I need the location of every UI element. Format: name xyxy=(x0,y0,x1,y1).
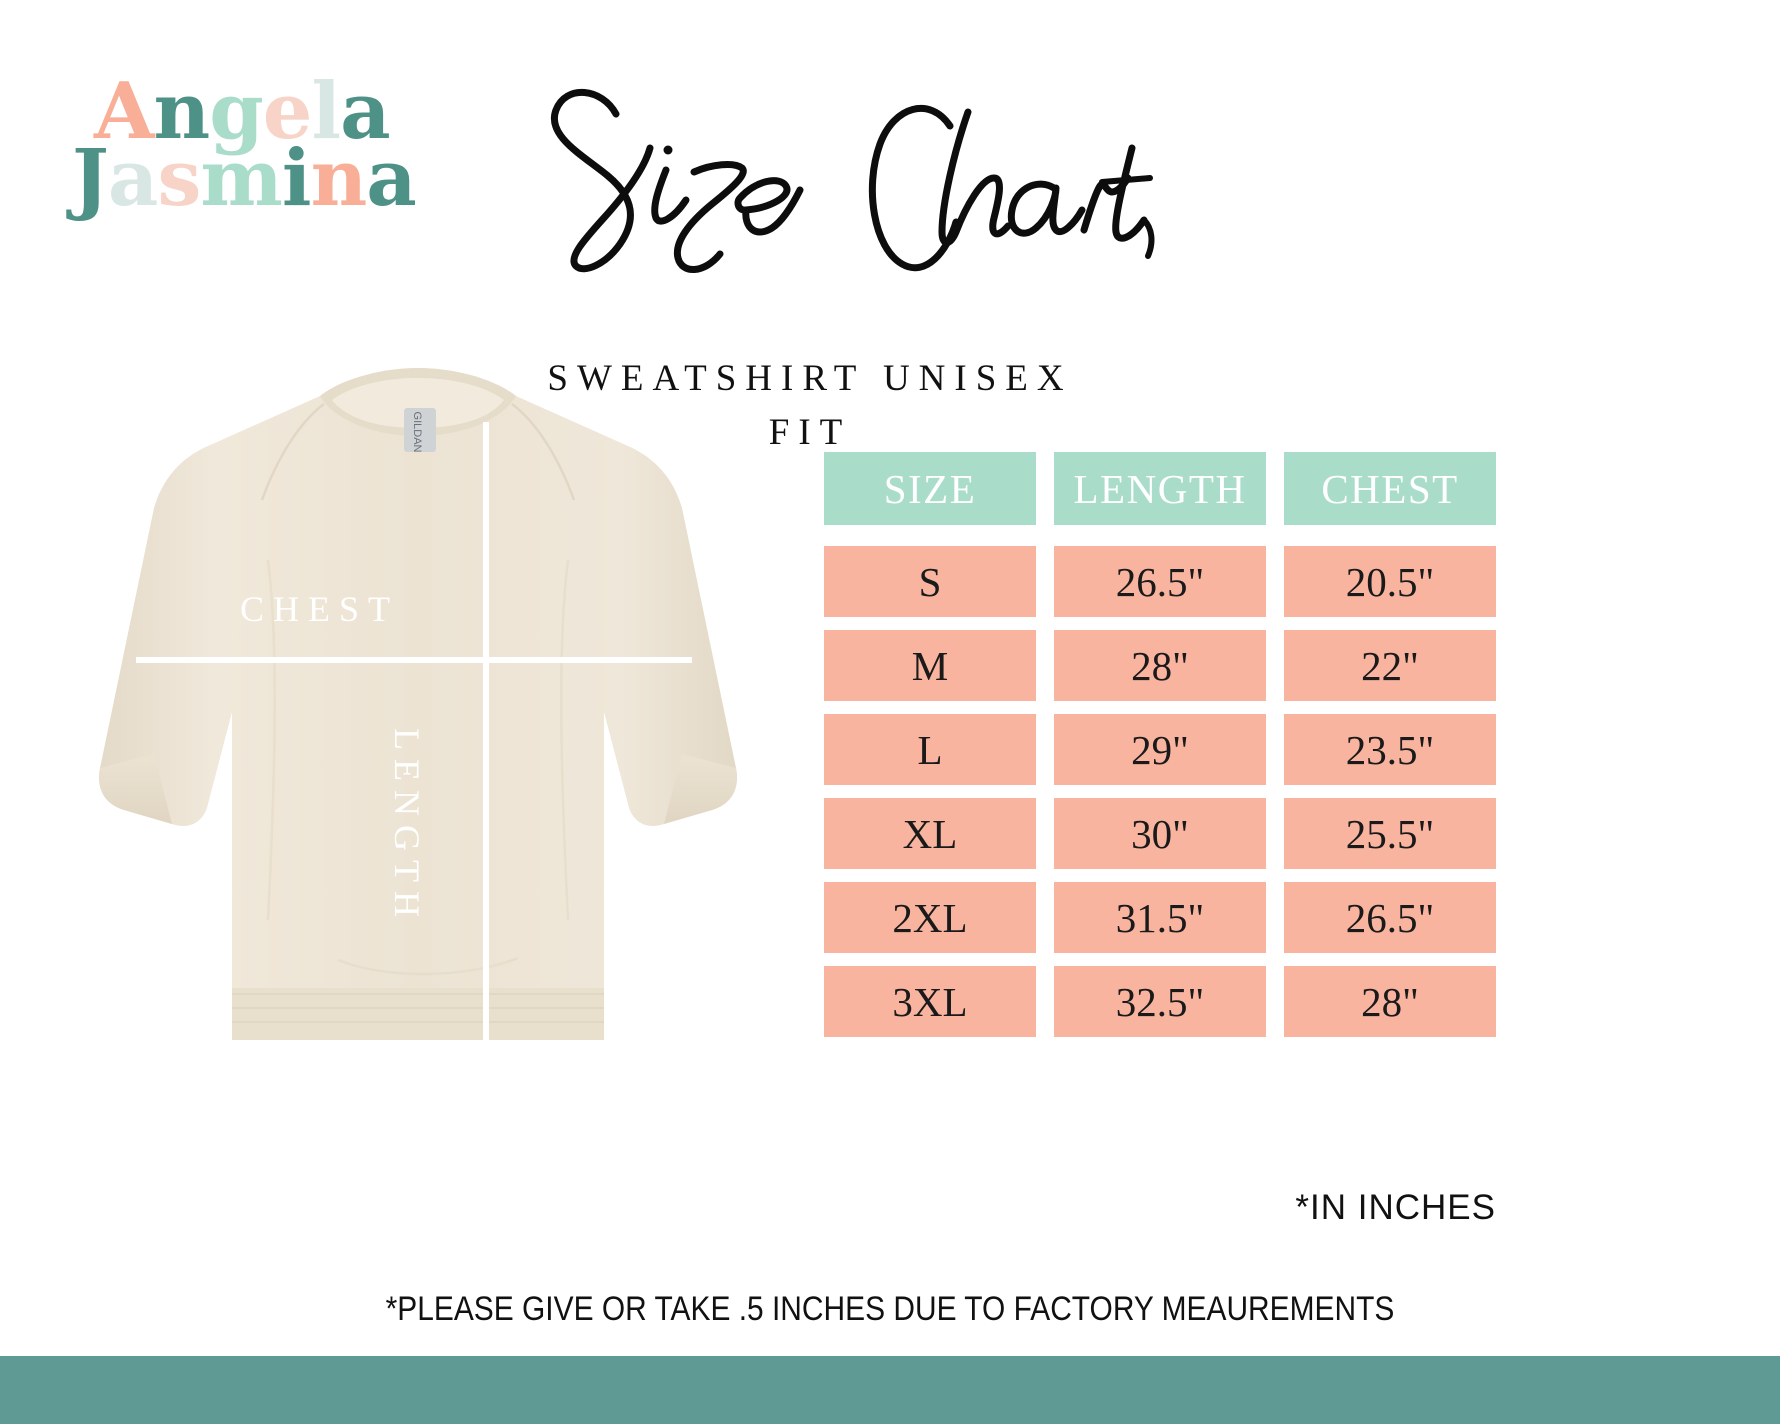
cell-length: 29" xyxy=(1054,714,1266,785)
table-row: M 28" 22" xyxy=(824,630,1496,701)
table-row: XL 30" 25.5" xyxy=(824,798,1496,869)
brand-letter: m xyxy=(200,133,283,225)
garment-illustration: GILDAN CHEST LENGTH xyxy=(88,360,748,1120)
brand-logo: Angela Jasmina xyxy=(72,66,492,225)
cell-size: S xyxy=(824,546,1036,617)
brand-logo-line-2: Jasmina xyxy=(72,133,417,225)
cell-size: XL xyxy=(824,798,1036,869)
page-title xyxy=(498,52,1158,322)
column-header-chest: CHEST xyxy=(1284,452,1496,525)
brand-letter: J xyxy=(72,133,109,225)
brand-letter: n xyxy=(153,66,211,157)
cell-chest: 26.5" xyxy=(1284,882,1496,953)
svg-text:GILDAN: GILDAN xyxy=(411,412,423,453)
table-row: S 26.5" 20.5" xyxy=(824,546,1496,617)
garment-chest-label: CHEST xyxy=(240,589,400,629)
column-header-length: LENGTH xyxy=(1054,452,1266,525)
cell-length: 32.5" xyxy=(1054,966,1266,1037)
section-heading: SWEATSHIRT UNISEX FIT xyxy=(547,358,1073,453)
garment-length-label: LENGTH xyxy=(387,728,427,926)
table-row: 3XL 32.5" 28" xyxy=(824,966,1496,1037)
cell-size: L xyxy=(824,714,1036,785)
brand-letter: i xyxy=(281,133,312,225)
brand-letter: l xyxy=(311,66,341,157)
table-header-row: SIZE LENGTH CHEST xyxy=(824,452,1496,525)
cell-length: 30" xyxy=(1054,798,1266,869)
cell-size: 2XL xyxy=(824,882,1036,953)
disclaimer-note: *PLEASE GIVE OR TAKE .5 INCHES DUE TO FA… xyxy=(385,1290,1395,1328)
brand-letter: A xyxy=(94,66,155,157)
units-note: *IN INCHES xyxy=(1295,1188,1496,1227)
brand-logo-line-1: Angela xyxy=(72,66,391,157)
cell-length: 31.5" xyxy=(1054,882,1266,953)
column-header-size: SIZE xyxy=(824,452,1036,525)
cell-chest: 23.5" xyxy=(1284,714,1496,785)
brand-letter: s xyxy=(157,133,201,225)
brand-letter: a xyxy=(366,133,417,225)
size-chart-table: SIZE LENGTH CHEST S 26.5" 20.5" M 28" 22… xyxy=(824,452,1496,1037)
brand-letter: a xyxy=(340,66,391,157)
table-row: 2XL 31.5" 26.5" xyxy=(824,882,1496,953)
brand-letter: a xyxy=(107,133,159,225)
cell-chest: 22" xyxy=(1284,630,1496,701)
cell-length: 28" xyxy=(1054,630,1266,701)
cell-chest: 28" xyxy=(1284,966,1496,1037)
brand-letter: n xyxy=(310,133,368,225)
cell-chest: 20.5" xyxy=(1284,546,1496,617)
brand-letter: g xyxy=(209,66,264,157)
table-row: L 29" 23.5" xyxy=(824,714,1496,785)
cell-length: 26.5" xyxy=(1054,546,1266,617)
cell-size: M xyxy=(824,630,1036,701)
footer-bar xyxy=(0,1356,1780,1424)
cell-chest: 25.5" xyxy=(1284,798,1496,869)
brand-letter: e xyxy=(262,66,313,157)
cell-size: 3XL xyxy=(824,966,1036,1037)
